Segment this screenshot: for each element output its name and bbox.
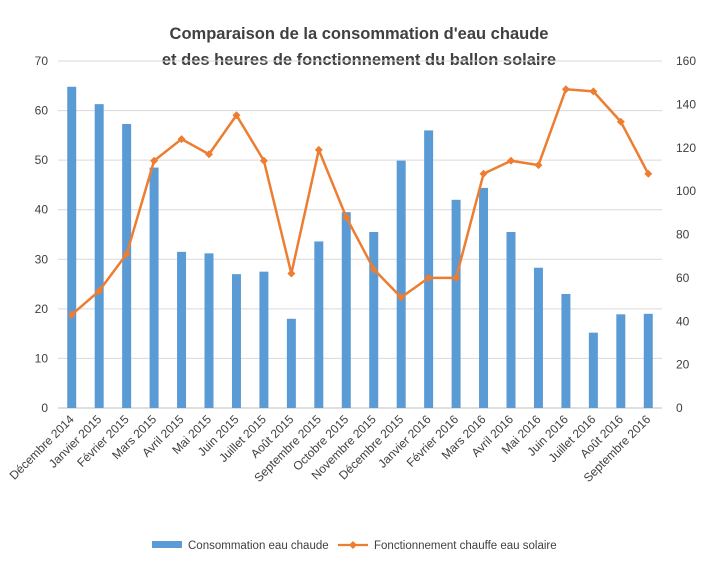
right-axis-tick-labels: 0 20 40 60 80 100 120 140 160	[676, 54, 696, 415]
line-point-marker	[644, 169, 653, 178]
gridlines	[58, 60, 662, 409]
legend-line-label: Fonctionnement chauffe eau solaire	[374, 540, 557, 552]
chart-title-line-2: et des heures de fonctionnement du ballo…	[162, 51, 556, 69]
line-point-marker	[287, 269, 296, 278]
line-point-marker	[95, 286, 104, 295]
right-axis-tick-label: 0	[676, 401, 683, 415]
legend-line-marker	[349, 541, 357, 549]
right-axis-tick-label: 120	[676, 141, 696, 155]
line-series	[67, 85, 653, 319]
right-axis-tick-label: 140	[676, 97, 696, 111]
line-point-marker	[150, 156, 159, 165]
right-axis-tick-label: 160	[676, 54, 696, 68]
line-point-marker	[232, 111, 241, 120]
series-line	[70, 87, 650, 316]
bar	[616, 314, 626, 408]
line-point-marker	[424, 273, 433, 282]
line-point-marker	[122, 250, 131, 259]
bar	[149, 167, 159, 408]
line-point-marker	[177, 135, 186, 144]
bar	[259, 271, 269, 408]
line-point-marker	[507, 156, 515, 165]
bar	[177, 251, 187, 408]
right-axis-tick-label: 60	[676, 271, 690, 285]
chart-title-line-1: Comparaison de la consommation d'eau cha…	[170, 25, 549, 43]
bar	[369, 232, 379, 408]
bar	[341, 212, 351, 408]
line-point-marker	[205, 150, 213, 159]
bar	[643, 313, 653, 408]
line-point-marker	[452, 273, 461, 282]
bar	[204, 253, 214, 408]
line-point-marker	[314, 145, 323, 154]
left-axis-tick-label: 30	[35, 252, 49, 266]
left-axis-tick-label: 60	[35, 104, 49, 118]
line-point-marker	[534, 161, 543, 170]
bar	[451, 199, 461, 408]
right-axis-tick-label: 80	[676, 228, 690, 242]
left-axis-tick-label: 20	[35, 302, 49, 316]
bar-series	[67, 86, 653, 409]
line-point-marker	[259, 156, 268, 165]
left-axis-tick-label: 10	[35, 351, 49, 365]
right-axis-tick-label: 20	[676, 358, 690, 372]
bar	[94, 104, 104, 409]
bar	[231, 274, 241, 408]
line-point-marker	[589, 87, 598, 96]
left-axis-tick-label: 50	[35, 153, 49, 167]
bar	[122, 123, 132, 408]
line-point-marker	[67, 310, 76, 319]
bar	[479, 187, 489, 408]
left-axis-tick-labels: 0 10 20 30 40 50 60 70	[35, 54, 49, 415]
legend-bar-swatch	[152, 541, 182, 548]
bar	[286, 318, 296, 408]
bar	[396, 160, 406, 408]
bar	[67, 86, 77, 408]
left-axis-tick-label: 0	[41, 401, 48, 415]
bar	[588, 332, 598, 408]
line-point-marker	[616, 117, 625, 126]
bar	[561, 293, 571, 408]
line-point-marker	[397, 293, 406, 302]
legend: Consommation eau chaude Fonctionnement c…	[152, 540, 557, 552]
line-point-marker	[479, 169, 488, 178]
right-axis-tick-label: 40	[676, 314, 690, 328]
bar	[314, 241, 324, 408]
line-point-marker	[369, 265, 378, 274]
left-axis-tick-label: 70	[35, 54, 49, 68]
bar	[424, 130, 434, 408]
right-axis-tick-label: 100	[676, 184, 696, 198]
legend-bar-label: Consommation eau chaude	[188, 540, 329, 552]
bar	[533, 267, 543, 408]
line-point-marker	[342, 213, 351, 222]
left-axis-tick-label: 40	[35, 203, 49, 217]
bar	[506, 232, 516, 408]
line-point-marker	[561, 85, 570, 94]
